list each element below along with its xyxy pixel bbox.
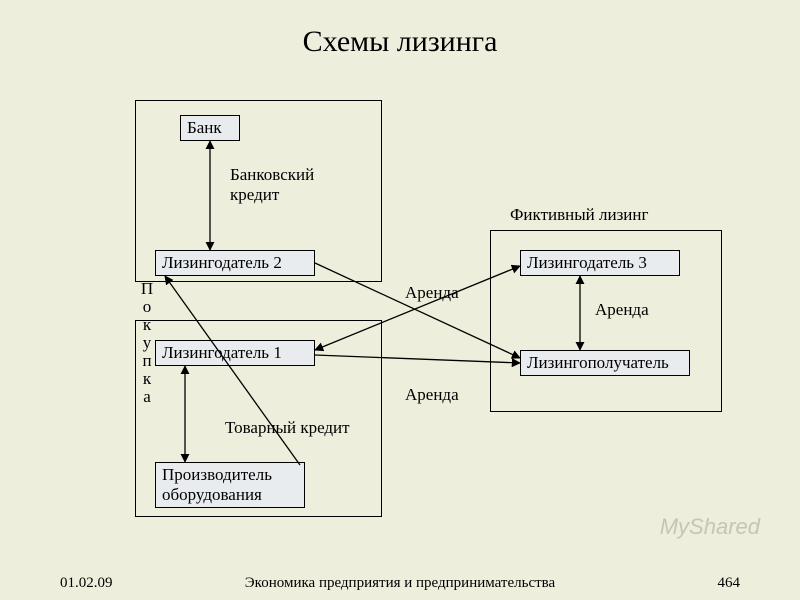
label-arenda-3: Аренда <box>405 385 459 405</box>
label-bank-credit: Банковскийкредит <box>230 165 350 205</box>
label-fictitious-leasing: Фиктивный лизинг <box>510 205 648 225</box>
node-prod-label: Производитель оборудования <box>162 465 272 504</box>
label-arenda-1: Аренда <box>405 283 459 303</box>
node-lessee: Лизингополучатель <box>520 350 690 376</box>
node-l2-label: Лизингодатель 2 <box>162 253 282 272</box>
page-title: Схемы лизинга <box>0 25 800 59</box>
footer-page: 464 <box>718 575 741 592</box>
node-l3-label: Лизингодатель 3 <box>527 253 647 272</box>
footer-center: Экономика предприятия и предпринимательс… <box>0 575 800 592</box>
node-producer: Производитель оборудования <box>155 462 305 508</box>
node-lessor-2: Лизингодатель 2 <box>155 250 315 276</box>
label-purchase-vertical: Покупка <box>139 280 155 406</box>
node-bank: Банк <box>180 115 240 141</box>
label-commodity-credit: Товарный кредит <box>225 418 350 438</box>
node-lessor-3: Лизингодатель 3 <box>520 250 680 276</box>
node-bank-label: Банк <box>187 118 222 137</box>
node-lessee-label: Лизингополучатель <box>527 353 669 372</box>
node-lessor-1: Лизингодатель 1 <box>155 340 315 366</box>
node-l1-label: Лизингодатель 1 <box>162 343 282 362</box>
watermark: MyShared <box>660 514 760 540</box>
label-arenda-2: Аренда <box>595 300 649 320</box>
